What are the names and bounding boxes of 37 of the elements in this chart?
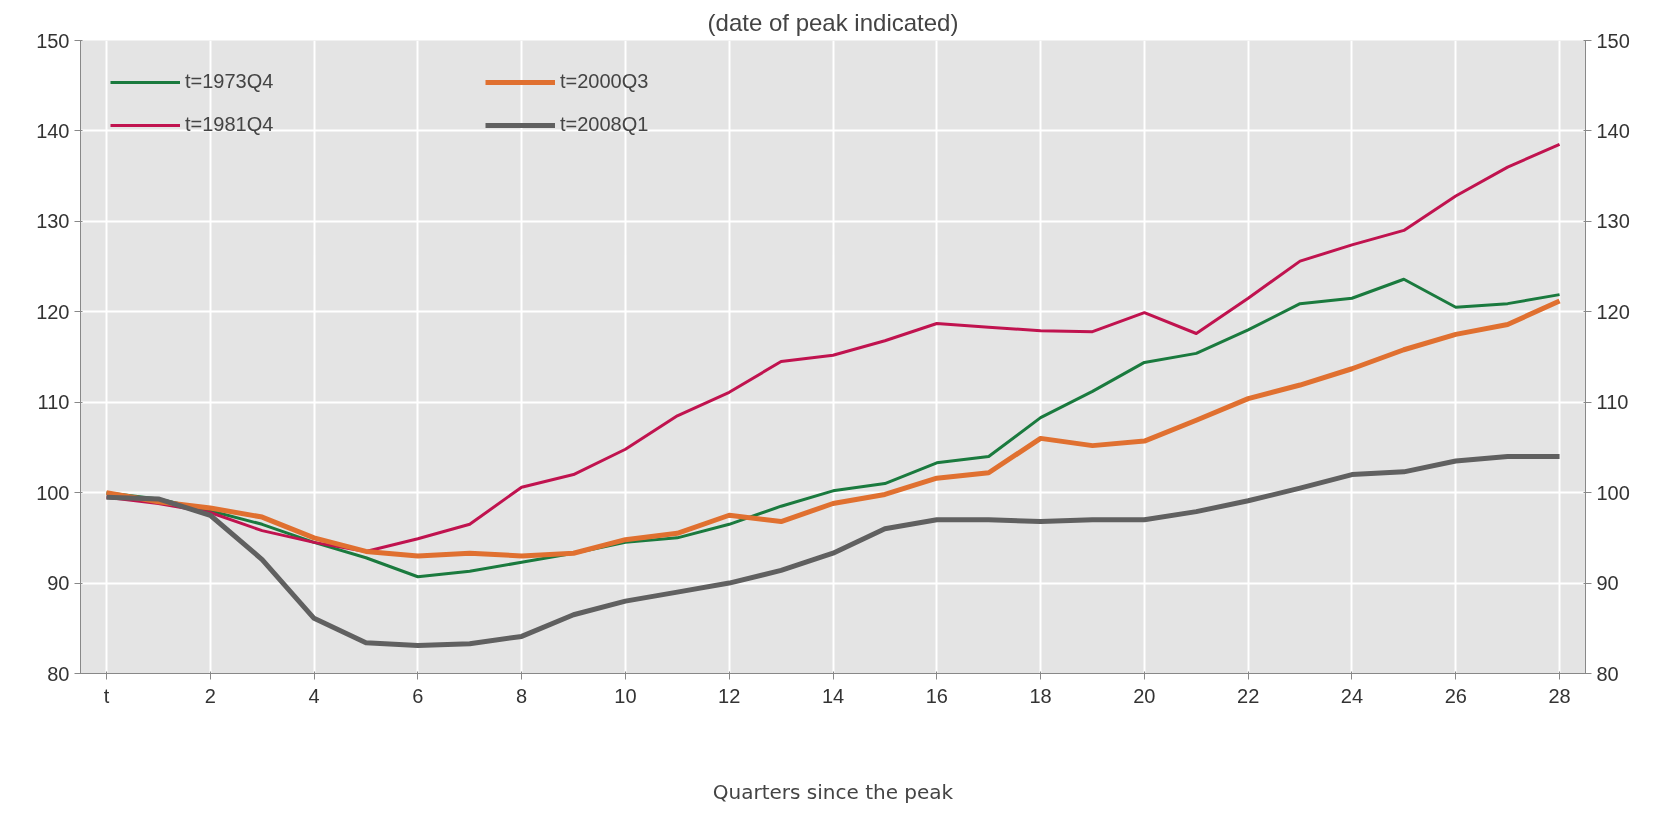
- x-tick-label: 2: [204, 684, 216, 707]
- y2-tick-label: 140: [1596, 119, 1630, 142]
- x-tick-label: 22: [1237, 684, 1260, 707]
- x-tick-label: t: [103, 684, 110, 707]
- y-tick-label: 90: [47, 572, 70, 595]
- x-tick-label: 12: [718, 684, 741, 707]
- legend-label: t=2008Q1: [560, 113, 650, 136]
- x-tick-label: 16: [925, 684, 948, 707]
- y-tick-label: 120: [36, 300, 70, 323]
- x-tick-label: 10: [614, 684, 637, 707]
- x-tick-label: 4: [308, 684, 320, 707]
- legend-label: t=1973Q4: [185, 70, 275, 93]
- y-tick-label: 80: [47, 662, 70, 685]
- y-tick-label: 140: [36, 119, 70, 142]
- x-tick-label: 20: [1133, 684, 1156, 707]
- x-tick-label: 26: [1444, 684, 1467, 707]
- y2-tick-label: 100: [1596, 481, 1630, 504]
- legend-label: t=2000Q3: [560, 70, 650, 93]
- x-tick-label: 18: [1029, 684, 1052, 707]
- y2-tick-label: 110: [1596, 391, 1629, 414]
- x-tick-label: 14: [821, 684, 845, 707]
- x-tick-label: 24: [1340, 684, 1364, 707]
- x-tick-label: 28: [1548, 684, 1571, 707]
- chart-title: (date of peak indicated): [707, 8, 959, 36]
- y2-tick-label: 80: [1596, 662, 1619, 685]
- y2-tick-label: 120: [1596, 300, 1630, 323]
- y2-tick-label: 90: [1596, 572, 1619, 595]
- x-tick-label: 8: [516, 684, 528, 707]
- y-tick-label: 150: [36, 29, 70, 52]
- y-tick-label: 100: [36, 481, 70, 504]
- y2-tick-label: 130: [1596, 210, 1630, 233]
- x-axis-title: Quarters since the peak: [712, 779, 954, 804]
- x-tick-label: 6: [412, 684, 424, 707]
- y-tick-label: 110: [37, 391, 70, 414]
- y-tick-label: 130: [36, 210, 70, 233]
- y2-tick-label: 150: [1596, 29, 1630, 52]
- legend-label: t=1981Q4: [185, 113, 275, 136]
